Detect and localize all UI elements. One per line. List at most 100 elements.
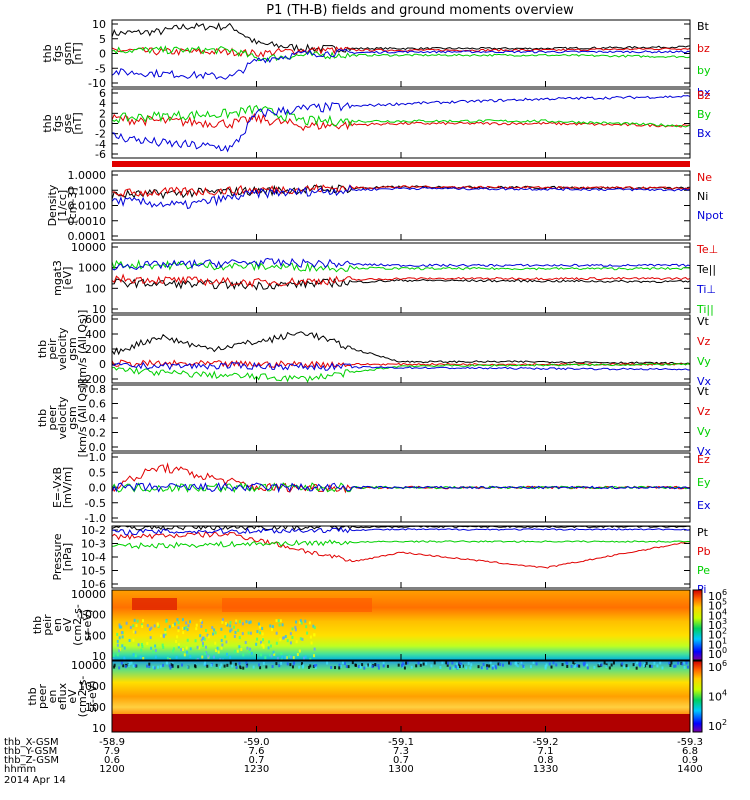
- spectrogram-pixel: [449, 666, 452, 670]
- spectrogram-pixel: [261, 626, 264, 630]
- spectrogram-pixel: [608, 666, 611, 670]
- series-line-Pi: [111, 526, 691, 536]
- series-line-Bt: [111, 22, 691, 53]
- spectrogram-pixel: [275, 631, 278, 635]
- spectrogram-pixel: [680, 661, 683, 665]
- spectrogram-pixel: [501, 663, 504, 667]
- ylabel-line: gsm: [61, 42, 74, 65]
- spectrogram-pixel: [267, 646, 270, 650]
- colorbar-base: 10: [708, 720, 722, 733]
- spectrogram-pixel: [341, 661, 344, 665]
- spectrogram-pixel: [405, 661, 408, 665]
- spectrogram-pixel: [570, 664, 573, 668]
- ylabel-line: (cm2-s-: [76, 676, 89, 718]
- spectrogram-pixel: [177, 626, 180, 630]
- spectrogram-pixel: [497, 662, 500, 666]
- spectrogram-pixel: [201, 655, 204, 659]
- spectrogram-pixel: [593, 665, 596, 669]
- spectrogram-pixel: [467, 661, 470, 665]
- spectrogram-pixel: [185, 626, 188, 630]
- colorbar-base: 10: [708, 629, 722, 642]
- spectrogram-pixel: [309, 635, 312, 639]
- legend-entry: Vt: [697, 315, 710, 328]
- spectrogram-pixel: [367, 663, 370, 667]
- spectrogram-pixel: [270, 628, 273, 632]
- ylabel-line: eflux: [56, 682, 69, 710]
- spectrogram-pixel: [203, 637, 206, 641]
- spectrogram-pixel: [233, 649, 236, 653]
- spectrogram-pixel: [142, 656, 145, 660]
- ylabel-line: mgat3: [51, 260, 64, 296]
- spectrogram-pixel: [469, 666, 472, 670]
- ylabel-line: [nT]: [71, 42, 84, 64]
- spectrogram-pixel: [486, 664, 489, 668]
- spectrogram-pixel: [129, 625, 132, 629]
- spectrogram-pixel: [555, 663, 558, 667]
- colorbar-exponent: 4: [722, 607, 727, 616]
- spectrogram-pixel: [207, 654, 210, 658]
- spectrogram-pixel: [298, 620, 301, 624]
- ytick-label: 1000: [78, 262, 106, 275]
- spectrogram-pixel: [248, 621, 251, 625]
- spectrogram-pixel: [486, 666, 489, 670]
- time-row-label: thb_Y-GSM: [4, 746, 57, 757]
- spectrogram-pixel: [477, 665, 480, 669]
- ytick-label: 600: [85, 313, 106, 326]
- spectrogram-pixel: [452, 666, 455, 670]
- colorbar-exponent: 3: [722, 617, 727, 626]
- spectrogram-pixel: [152, 650, 155, 654]
- spectrogram-pixel: [256, 629, 259, 633]
- spectrogram-pixel: [245, 664, 248, 668]
- spectrogram-pixel: [586, 666, 589, 670]
- ylabel-line: thb: [41, 114, 54, 132]
- spectrogram-pixel: [578, 664, 581, 668]
- spectrogram-pixel: [252, 665, 255, 669]
- spectrogram-pixel: [183, 653, 186, 657]
- spectrogram-pixel: [262, 645, 265, 649]
- panel-frame: [111, 19, 691, 88]
- time-row-value: -59.0: [244, 737, 270, 748]
- spectrogram-pixel: [189, 647, 192, 651]
- spectrogram-pixel: [229, 620, 232, 624]
- spectrogram-pixel: [441, 661, 444, 665]
- colorbar-tick-label: 106: [708, 588, 727, 603]
- colorbar-base: 10: [708, 590, 722, 603]
- ytick-label: 0: [99, 48, 106, 61]
- spectrogram-pixel: [182, 631, 185, 635]
- ytick-label: 1.0: [89, 451, 107, 464]
- spectrogram-pixel: [417, 661, 420, 665]
- spectrogram-pixel: [262, 661, 265, 665]
- spectrogram-pixel: [232, 625, 235, 629]
- spectrogram-pixel: [200, 638, 203, 642]
- spectrogram-pixel: [550, 665, 553, 669]
- spectrogram-pixel: [186, 650, 189, 654]
- spectrogram-pixel: [124, 665, 127, 669]
- spectrogram-pixel: [610, 663, 613, 667]
- spectrogram-pixel: [268, 640, 271, 644]
- spectrogram-pixel: [113, 663, 116, 667]
- spectrogram-pixel: [248, 649, 251, 653]
- ytick-label: 100: [85, 701, 106, 714]
- ytick-label: 10-2: [81, 524, 106, 537]
- spectrogram-pixel: [330, 665, 333, 669]
- ytick-label: 10: [92, 18, 106, 31]
- spectrogram-pixel: [264, 656, 267, 660]
- spectrogram-pixel: [241, 632, 244, 636]
- spectrogram-pixel: [351, 661, 354, 665]
- spectrogram-pixel: [216, 646, 219, 650]
- series-line-Npot: [111, 184, 691, 210]
- spectrogram: [112, 590, 690, 660]
- spectrogram-pixel: [532, 661, 535, 665]
- spectrogram-pixel: [420, 661, 423, 665]
- spectrogram-pixel: [221, 618, 224, 622]
- spectrogram-pixel: [171, 663, 174, 667]
- spectrogram-pixel: [294, 625, 297, 629]
- spectrogram-pixel: [670, 661, 673, 665]
- spectrogram-pixel: [313, 664, 316, 668]
- spectrogram-pixel: [199, 619, 202, 623]
- spectrogram-pixel: [259, 666, 262, 670]
- spectrogram-pixel: [280, 661, 283, 665]
- spectrogram-pixel: [113, 665, 116, 669]
- spectrogram-pixel: [207, 635, 210, 639]
